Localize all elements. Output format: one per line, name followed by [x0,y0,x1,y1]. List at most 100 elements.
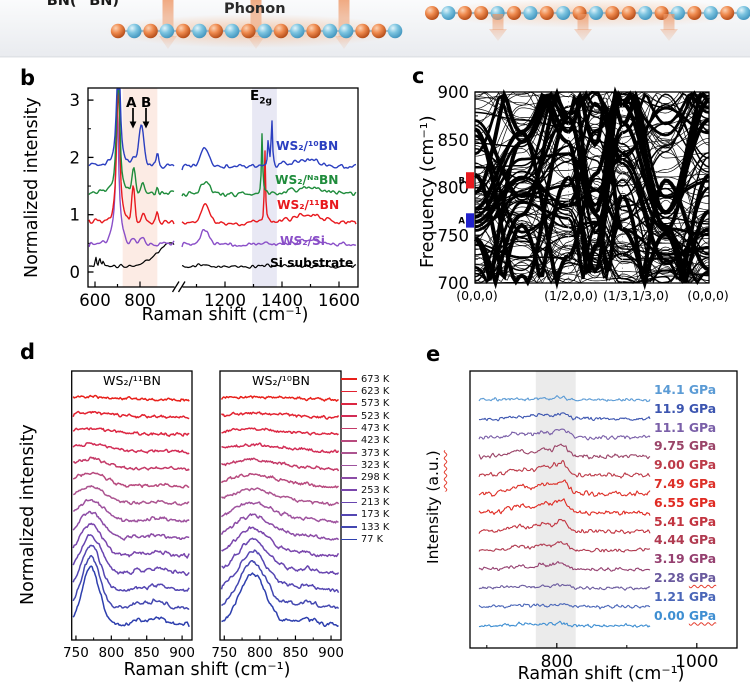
svg-text:2: 2 [70,148,81,167]
highlight-band [535,371,576,648]
svg-text:1000: 1000 [675,652,718,672]
svg-text:800: 800 [98,645,124,661]
spectrum-wssi [181,229,357,248]
subpanel-title-10bn: WS₂/¹⁰BN [252,373,310,388]
svg-text:(1/3,1/3,0): (1/3,1/3,0) [603,288,669,303]
temp-spectrum-423K [220,472,340,489]
spectrum-wsbn [181,120,357,171]
pressure-spectrum-5p41 [478,518,651,535]
pressure-label: 0.00 GPa [654,607,717,623]
phonon-band [474,200,710,261]
legend-label: 213 K [361,497,390,509]
panel-c-chart: 700 750 800 850 900 (0,0,0) (1/2,0,0) (1/3,1/3,… [438,83,729,303]
temp-spectrum-133K [221,559,340,610]
legend-label: 373 K [361,447,390,459]
temp-spectrum-298K [220,513,340,541]
boron-atom [425,6,439,20]
phonon-arrow-icon [663,14,675,30]
temp-spectrum-473K [73,456,190,472]
marker-b [466,172,474,189]
temperature-legend: 673 K 623 K 573 K 523 K 473 K 423 K 373 K 323 K… [341,373,389,546]
boron-atom [110,23,126,39]
svg-text:900: 900 [169,645,195,661]
svg-text:1: 1 [70,206,81,225]
series-label-ws2-nabn: WS₂/ᴺᵃBN [275,173,339,187]
temp-spectrum-623K [72,410,190,420]
pressure-spectrum-6p55 [478,498,651,516]
panel-d-chart: 750 800 850 900 750 800 850 900 [63,370,344,661]
spectrum-wsbn [88,88,175,225]
svg-text:(0,0,0): (0,0,0) [456,288,498,303]
legend-line-icon [341,489,357,492]
temp-spectrum-473K [220,457,340,472]
nitrogen-atom [736,6,750,20]
nitrogen-atom [224,23,240,39]
svg-text:1400: 1400 [261,291,303,310]
pressure-label: 4.44 GPa [654,532,717,548]
nitrogen-atom [257,23,272,39]
nitrogen-atom [127,23,142,39]
pressure-label: 5.41 GPa [654,513,717,529]
legend-row: 573 K [341,398,389,410]
pressure-label: 11.1 GPa [654,419,717,435]
panel-d-letter: d [20,340,36,364]
spectrum-wssi [88,109,175,248]
series-label-ws2-10bn: WS₂/¹⁰BN [276,139,339,153]
temp-spectrum-133K [72,554,190,610]
phonon-band [474,90,710,284]
pressure-spectrum-0p00 [478,620,651,629]
boron-atom [507,6,521,20]
phonon-band [474,90,710,280]
svg-text:850: 850 [438,131,470,150]
boron-atom [241,23,256,39]
svg-text:900: 900 [318,645,344,661]
down-arrow-icon [142,121,150,129]
panel-e-chart: 800 1000 [469,370,738,672]
temp-spectrum-573K [221,427,339,436]
boron-atom [605,6,620,20]
nitrogen-atom [159,23,175,39]
svg-text:800: 800 [247,645,273,661]
boron-atom [143,23,158,39]
panel-e-letter: e [426,342,441,366]
legend-line-icon [341,464,357,467]
spectrum-sisubstrate [181,263,357,269]
nitrogen-atom [523,6,538,20]
panel-e-ylabel: Intensity (a.u.) [424,450,442,565]
panel-d-ylabel: Normalized intensity [18,424,38,606]
pressure-spectrum-9p00 [478,459,651,479]
legend-line-icon [341,378,357,381]
legend-line-icon [341,538,357,541]
legend-line-icon [341,526,357,529]
temp-spectrum-373K [73,485,190,506]
legend-row: 213 K [341,496,389,508]
legend-row: 133 K [341,521,389,533]
svg-text:800: 800 [438,179,470,198]
nitrogen-atom [556,6,571,20]
boron-atom [687,6,702,20]
legend-row: 423 K [341,435,389,447]
boron-atom [539,6,554,20]
legend-label: 673 K [361,373,390,385]
svg-text:3: 3 [70,91,81,110]
temp-spectrum-673K [220,395,340,402]
peak-a-annotation: A [126,95,137,111]
temp-spectrum-523K [72,442,190,455]
temp-spectrum-323K [220,501,339,524]
legend-label: 253 K [361,484,390,496]
svg-text:1600: 1600 [318,291,360,310]
nitrogen-atom [322,23,338,39]
legend-label: 173 K [361,509,390,521]
temp-spectrum-173K [72,544,190,592]
legend-row: 373 K [341,447,389,459]
svg-text:850: 850 [134,645,160,661]
svg-text:(0,0,0): (0,0,0) [687,288,729,303]
e2g-annotation: E2g [250,88,272,107]
panel-b-letter: b [20,66,36,90]
legend-label: 523 K [361,410,390,422]
phonon-band [474,91,710,282]
svg-text:850: 850 [283,645,309,661]
legend-label: 473 K [361,423,390,435]
series-label-si-substrate: Si substrate [270,256,354,270]
